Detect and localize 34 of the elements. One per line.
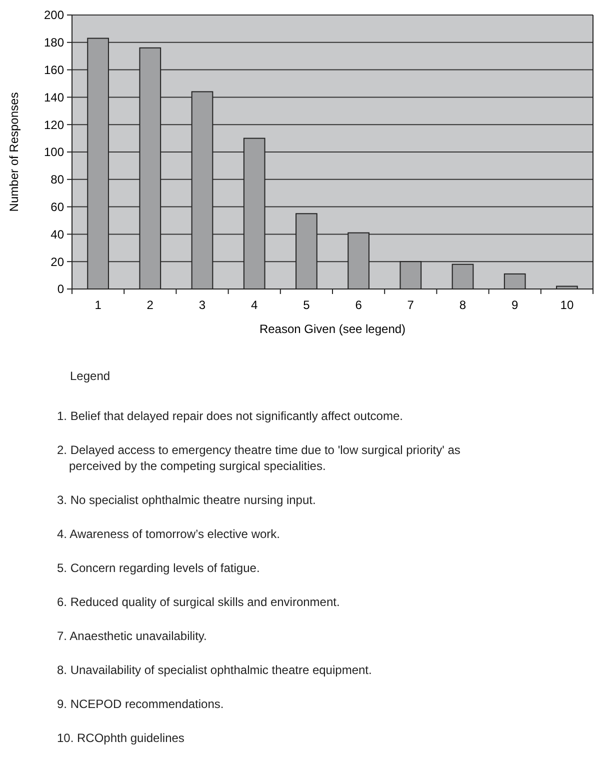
text: 6. Reduced quality of surgical skills and environment.: [57, 595, 340, 609]
x-tick-label: 7: [407, 298, 414, 312]
x-tick-label: 1: [94, 298, 102, 312]
text: 5. Concern regarding levels of fatigue.: [57, 561, 260, 575]
y-tick-label: 100: [44, 145, 64, 160]
text: 2. Delayed access to emergency theatre time due to 'low surgical priority' as perceived by the competing surgical specialities.: [57, 443, 460, 473]
y-tick-label: 160: [44, 63, 64, 77]
x-tick-label: 8: [459, 298, 466, 312]
y-tick-label: 40: [50, 227, 64, 242]
x-tick-label: 10: [560, 298, 574, 312]
text: 4. Awareness of tomorrow’s elective work.: [57, 527, 280, 541]
text: 9. NCEPOD recommendations.: [57, 697, 224, 711]
text: 3. No specialist ophthalmic theatre nursing input.: [57, 493, 316, 507]
y-tick-label: 200: [44, 8, 64, 22]
text: Legend: [70, 369, 110, 383]
text: 1. Belief that delayed repair does not significantly affect outcome.: [57, 409, 403, 423]
y-axis-title: Number of Responses: [7, 92, 21, 212]
text: 8. Unavailability of specialist ophthalmic theatre equipment.: [57, 663, 372, 677]
x-tick-label: 9: [512, 298, 519, 312]
x-tick-label: 2: [146, 298, 154, 312]
y-tick-label: 20: [50, 254, 64, 269]
text: 7. Anaesthetic unavailability.: [57, 629, 207, 643]
x-tick-label: 6: [355, 298, 362, 312]
x-tick-label: 5: [303, 298, 310, 312]
y-tick-label: 80: [50, 172, 64, 187]
y-tick-label: 60: [50, 200, 64, 214]
x-axis-title: Reason Given (see legend): [259, 322, 406, 336]
text: 10. RCOphth guidelines: [57, 731, 184, 745]
x-tick-label: 4: [251, 298, 258, 312]
x-tick-label: 3: [198, 298, 206, 312]
y-tick-label: 0: [57, 282, 64, 296]
y-tick-label: 140: [44, 90, 64, 104]
y-tick-label: 180: [44, 36, 64, 50]
y-tick-label: 120: [44, 118, 64, 132]
